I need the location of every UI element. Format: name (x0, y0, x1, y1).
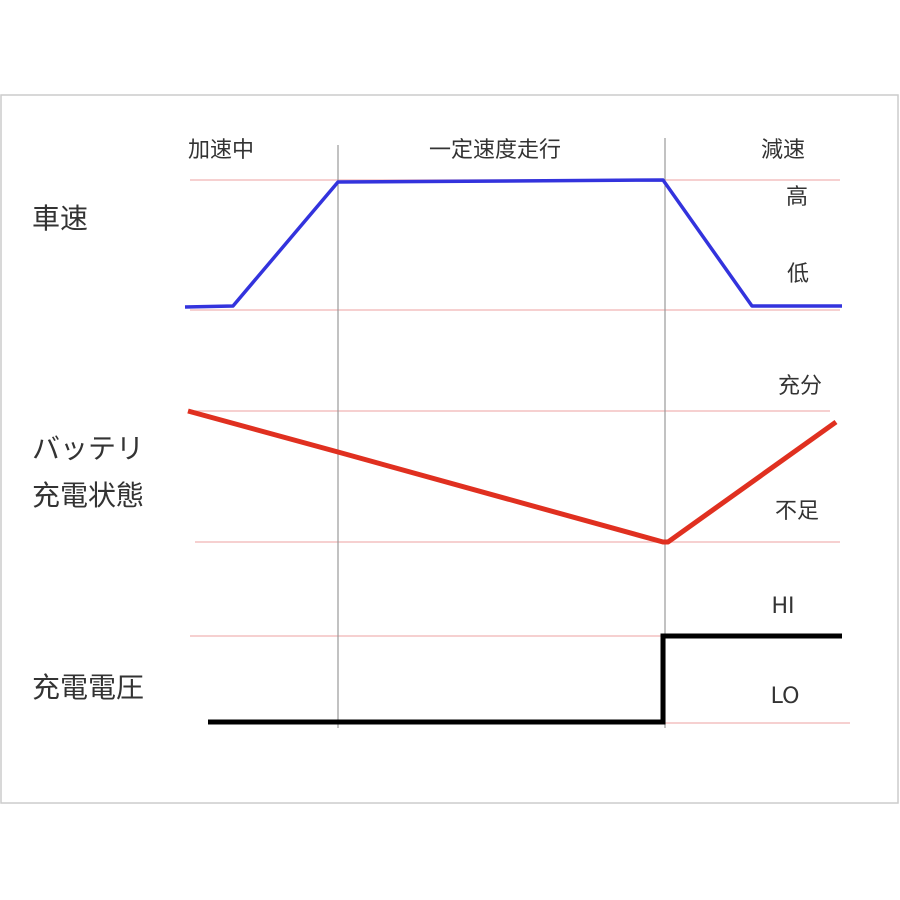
signal-label-speed: 車速 (32, 202, 88, 235)
signal-label-battery-line1: バッテリ (32, 432, 144, 465)
level-speed-low: 低 (787, 262, 809, 287)
charge-voltage-trace (208, 633, 842, 725)
signal-label-battery-line2: 充電状態 (32, 479, 144, 512)
level-voltage-high: HI (771, 594, 794, 619)
level-battery-high: 充分 (778, 374, 822, 399)
battery-charge-trace (187, 408, 838, 545)
frame (0, 94, 899, 804)
signal-label-voltage: 充電電圧 (32, 671, 144, 704)
vehicle-speed-trace (184, 178, 842, 309)
level-speed-high: 高 (786, 185, 808, 210)
level-battery-low: 不足 (775, 499, 819, 524)
phase-label-decelerating: 減速 (761, 138, 805, 163)
phase-label-constant-speed: 一定速度走行 (429, 138, 561, 163)
level-voltage-low: LO (771, 684, 800, 709)
phase-label-accelerating: 加速中 (188, 138, 254, 163)
